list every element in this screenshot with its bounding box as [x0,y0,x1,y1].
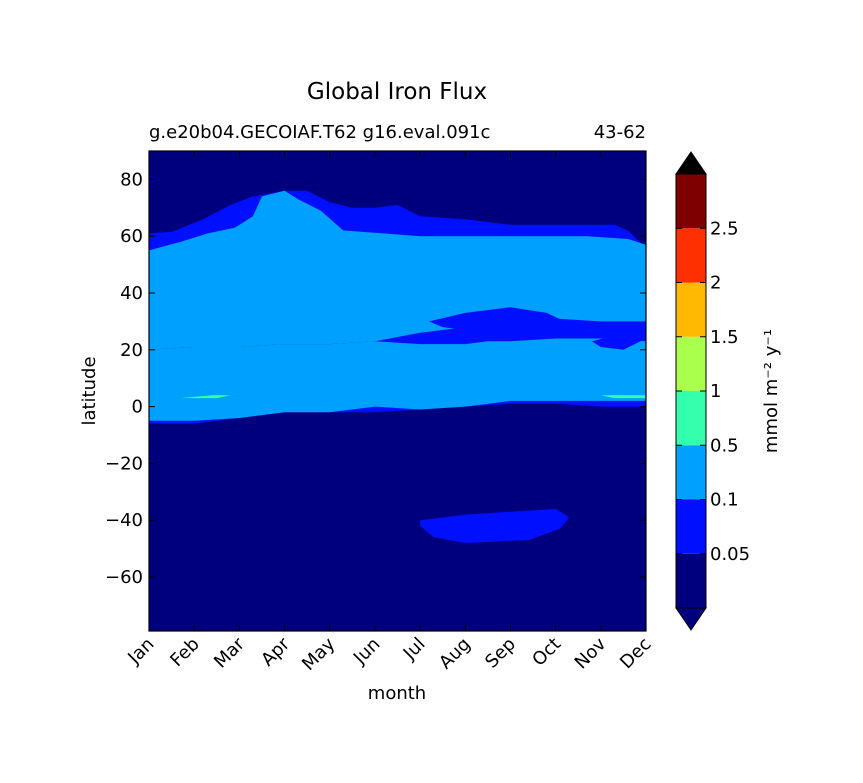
colorbar-segment [676,391,706,446]
contour-region-4 [149,395,231,399]
x-axis-label: month [368,683,426,704]
colorbar-label: mmol m⁻² y⁻¹ [761,329,782,453]
x-tick-label: Nov [571,633,611,673]
plot-frame [148,150,647,632]
x-tick-label: Apr [257,633,294,670]
colorbar-tick-label: 1 [710,381,721,402]
colorbar-segment [676,336,706,391]
contour-layer [149,190,646,543]
plot-area: Jan Feb Mar Apr May Jun Jul Aug Sep Oct Nov Dec 80 6… [105,150,656,675]
colorbar: 0.05 0.1 0.5 1 1.5 2 2.5 [675,151,750,631]
x-tick-label: Oct [528,634,565,671]
y-tick-label: 20 [120,340,143,361]
colorbar-segment [676,499,706,554]
colorbar-segment [676,174,706,229]
y-tick-label: 80 [120,169,143,190]
colorbar-segment [676,282,706,337]
contour-region-7 [429,307,565,333]
y-tick-label: −20 [105,453,143,474]
x-tick-label: May [298,633,339,674]
contour-region-3 [149,338,646,421]
x-tick-label: Mar [210,633,249,672]
colorbar-tick-label: 2 [710,273,721,294]
x-tick-label: Jul [399,634,430,665]
contour-region-8 [591,332,646,350]
x-tick-label: Aug [435,634,475,674]
colorbar-tick-label: 0.5 [710,435,739,456]
colorbar-segment [676,553,706,608]
x-tick-label: Jun [349,634,384,669]
colorbar-segment [676,445,706,500]
colorbar-extend-max [675,151,707,175]
y-tick-label: −40 [105,510,143,531]
x-tick-label: Feb [166,634,203,671]
y-tick-label: 0 [132,397,143,418]
y-tick-label: 40 [120,283,143,304]
contour-region-5 [600,395,646,399]
chart-subtitle-right: 43-62 [594,122,646,143]
colorbar-tick-label: 2.5 [710,218,739,239]
x-tick-label: Sep [481,634,520,673]
colorbar-extend-min [675,607,707,631]
x-tick-label: Dec [616,634,655,673]
y-tick-label: 60 [120,226,143,247]
chart-title: Global Iron Flux [307,79,487,105]
colorbar-segment [676,228,706,283]
colorbar-tick-label: 1.5 [710,327,739,348]
colorbar-tick-label: 0.1 [710,490,739,511]
y-axis: 80 60 40 20 0 −20 −40 −60 [105,169,646,588]
chart-subtitle-left: g.e20b04.GECOIAF.T62 g16.eval.091c [149,122,490,143]
contour-region-6 [420,508,570,543]
y-axis-label: latitude [79,356,100,425]
y-tick-label: −60 [105,567,143,588]
colorbar-tick-label: 0.05 [710,544,750,565]
x-tick-label: Jan [123,634,158,669]
